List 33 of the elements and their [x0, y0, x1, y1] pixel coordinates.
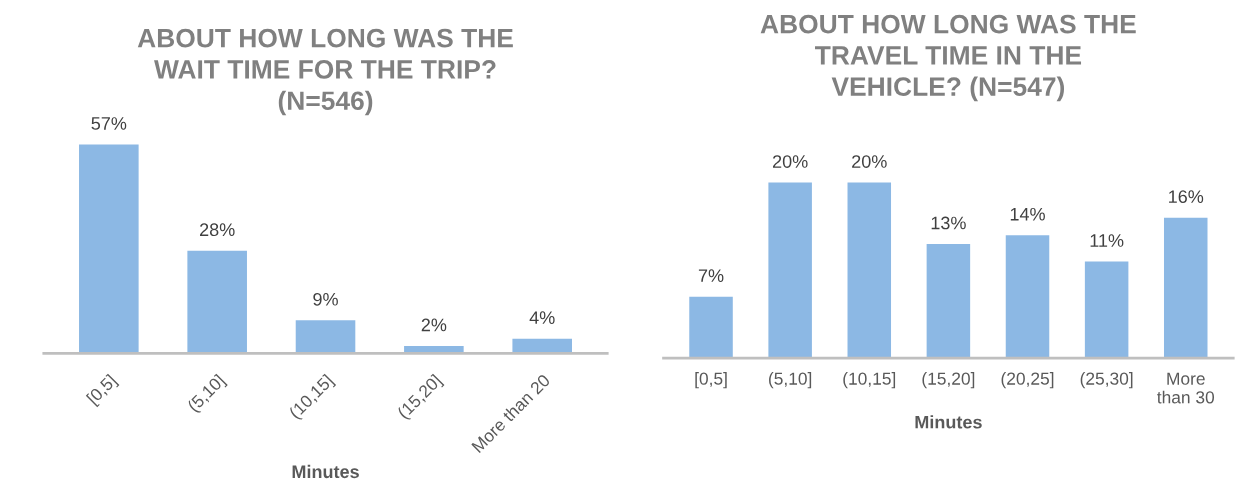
x-axis-title: Minutes — [915, 415, 982, 429]
x-axis-title: Minutes — [292, 464, 359, 479]
data-label: 14% — [1010, 207, 1045, 221]
data-label: 9% — [313, 292, 338, 306]
x-tick-label: (10,15] — [843, 372, 896, 389]
data-label: 13% — [931, 216, 966, 230]
bar — [295, 320, 356, 354]
data-label: 2% — [421, 318, 447, 332]
x-tick-label: (20,25] — [1001, 372, 1054, 389]
data-label: 57% — [91, 117, 127, 130]
x-tick-label: More than 30 — [1157, 372, 1215, 404]
chart-title: ABOUT HOW LONG WAS THE TRAVEL TIME IN THE VEHICLE? (N=547) — [760, 14, 1136, 102]
x-tick-label: (5,10] — [769, 372, 812, 389]
bar — [847, 182, 892, 359]
bar — [689, 296, 733, 359]
bar — [79, 144, 139, 354]
data-label: 20% — [852, 155, 887, 168]
bar — [1163, 217, 1208, 359]
data-label: 16% — [1169, 190, 1204, 204]
data-label: 28% — [200, 223, 235, 237]
x-tick-label: (25,30] — [1080, 372, 1133, 389]
bar — [187, 250, 247, 354]
data-label: 7% — [698, 269, 724, 282]
bar — [768, 182, 812, 359]
bar — [1005, 235, 1050, 359]
bar — [926, 244, 971, 359]
x-tick-label: [0,5] — [695, 372, 727, 389]
x-tick-label: (15,20] — [922, 372, 975, 389]
data-label: 20% — [772, 155, 808, 168]
bar — [1084, 261, 1129, 359]
data-label: 11% — [1090, 234, 1124, 247]
chart-title: ABOUT HOW LONG WAS THE WAIT TIME FOR THE TRIP? (N=546) — [137, 28, 513, 116]
data-label: 4% — [529, 311, 555, 324]
